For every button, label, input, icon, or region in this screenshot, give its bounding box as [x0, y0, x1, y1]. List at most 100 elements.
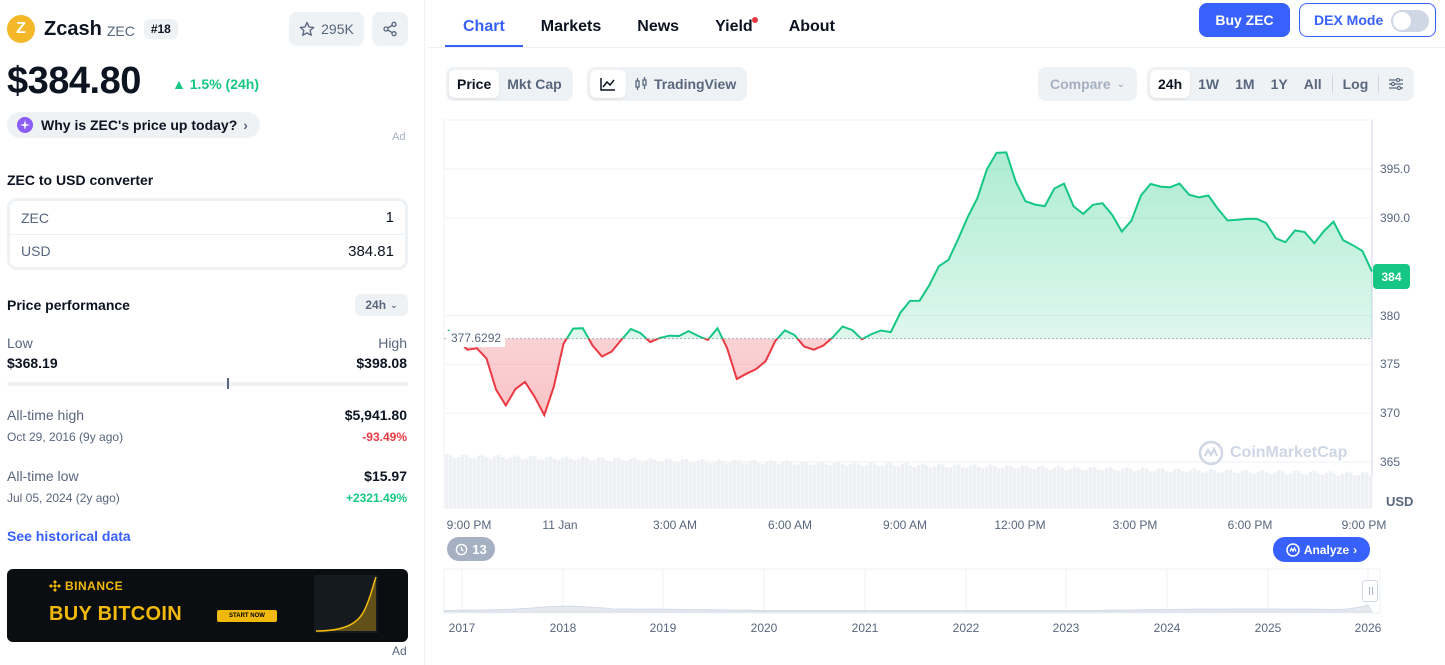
volume-bar: [665, 458, 669, 508]
volume-bar: [837, 461, 841, 508]
volume-bar: [565, 456, 569, 508]
star-icon: [299, 21, 315, 36]
volume-bar: [697, 460, 701, 508]
volume-bar: [717, 459, 721, 508]
range-all[interactable]: All: [1303, 76, 1322, 92]
volume-bar: [1337, 475, 1341, 508]
volume-bar: [485, 457, 489, 508]
x-tick-label: 3:00 PM: [1112, 518, 1158, 532]
volume-bar: [1349, 472, 1353, 508]
why-price-up-button[interactable]: Why is ZEC's price up today? ›: [7, 112, 260, 138]
low-label: Low: [7, 335, 33, 351]
volume-bar: [1025, 465, 1029, 508]
y-tick-label: 365: [1380, 455, 1401, 469]
volume-bar: [673, 461, 677, 508]
tab-news[interactable]: News: [619, 0, 697, 47]
mktcap-tab[interactable]: Mkt Cap: [507, 76, 562, 92]
chart-settings-button[interactable]: [1381, 70, 1411, 98]
converter-to-input[interactable]: 384.81: [348, 242, 394, 260]
historical-data-link[interactable]: See historical data: [7, 528, 131, 544]
volume-bar: [557, 460, 561, 508]
converter-to-row[interactable]: USD 384.81: [10, 234, 405, 267]
watermark-text: CoinMarketCap: [1230, 444, 1348, 461]
nav-year-label: 2024: [1153, 621, 1181, 635]
volume-bar: [1093, 467, 1097, 508]
converter-from-input[interactable]: 1: [385, 209, 394, 226]
volume-bar: [645, 460, 649, 508]
volume-bar: [541, 459, 545, 508]
line-chart-button[interactable]: [590, 70, 626, 98]
tab-chart[interactable]: Chart: [445, 0, 523, 47]
volume-bar: [1257, 471, 1261, 508]
volume-bar: [869, 462, 873, 508]
nav-year-label: 2020: [750, 621, 778, 635]
atl-value: $15.97: [364, 468, 407, 484]
volume-bar: [1245, 469, 1249, 508]
volume-bar: [989, 464, 993, 508]
tab-markets[interactable]: Markets: [523, 0, 619, 47]
share-icon: [383, 21, 397, 37]
volume-bar: [1137, 470, 1141, 508]
ath-date: Oct 29, 2016 (9y ago): [7, 430, 124, 444]
volume-bar: [661, 461, 665, 508]
nav-year-label: 2023: [1052, 621, 1080, 635]
dex-mode-toggle[interactable]: DEX Mode: [1299, 3, 1436, 37]
volume-bar: [1217, 472, 1221, 508]
rank-badge: #18: [143, 19, 178, 39]
nav-year-label: 2017: [448, 621, 476, 635]
watchlist-button[interactable]: 295K: [289, 12, 364, 46]
range-1y[interactable]: 1Y: [1270, 76, 1288, 92]
log-scale-button[interactable]: Log: [1342, 76, 1369, 92]
share-button[interactable]: [372, 12, 408, 46]
volume-bar: [1161, 468, 1165, 508]
converter-to-label: USD: [21, 243, 51, 259]
volume-bar: [465, 455, 469, 508]
tab-about[interactable]: About: [771, 0, 853, 47]
volume-bar: [921, 463, 925, 508]
converter-from-row[interactable]: ZEC 1: [10, 201, 405, 234]
events-badge[interactable]: 13: [447, 537, 495, 561]
banner-cta-button[interactable]: START NOW: [217, 610, 277, 622]
range-navigator-handle[interactable]: [1362, 580, 1378, 602]
range-1m[interactable]: 1M: [1235, 76, 1255, 92]
price-tab[interactable]: Price: [449, 70, 500, 98]
volume-bar: [1237, 473, 1241, 508]
binance-brand: BINANCE: [65, 579, 124, 593]
volume-bar: [929, 467, 933, 508]
navigator-frame: [443, 568, 1381, 614]
dex-mode-switch[interactable]: [1391, 10, 1429, 32]
volume-bar: [1201, 472, 1205, 508]
volume-bar: [637, 459, 641, 508]
volume-bar: [1313, 471, 1317, 508]
volume-bar: [1141, 467, 1145, 508]
cmc-logo-icon: [1198, 440, 1224, 466]
analyze-button[interactable]: Analyze ›: [1273, 537, 1370, 562]
toolbar-divider: [1331, 75, 1333, 93]
coin-header: Z Zcash ZEC #18: [7, 14, 178, 44]
volume-bar: [1169, 471, 1173, 508]
volume-bar: [829, 465, 833, 508]
volume-bar: [1165, 471, 1169, 508]
volume-bar: [1285, 474, 1289, 508]
volume-bar: [801, 461, 805, 508]
buy-zec-button[interactable]: Buy ZEC: [1199, 3, 1290, 37]
tradingview-button[interactable]: TradingView: [626, 70, 744, 98]
compare-select[interactable]: Compare ⌄: [1038, 67, 1137, 101]
tab-yield[interactable]: Yield: [697, 0, 771, 47]
range-1w[interactable]: 1W: [1198, 76, 1220, 92]
volume-bar: [1065, 469, 1069, 508]
volume-bar: [713, 461, 717, 508]
tab-markets-label: Markets: [540, 18, 602, 35]
binance-ad-banner[interactable]: BINANCE BUY BITCOIN START NOW: [7, 569, 408, 642]
volume-bar: [953, 464, 957, 508]
performance-period-select[interactable]: 24h ⌄: [355, 294, 408, 316]
volume-bar: [881, 465, 885, 508]
time-range-switch: 24h 1W 1M 1Y All Log: [1147, 67, 1415, 101]
range-24h[interactable]: 24h: [1150, 70, 1191, 98]
volume-bar: [797, 463, 801, 508]
volume-bar: [761, 463, 765, 508]
line-chart-icon: [600, 78, 615, 91]
volume-bar: [581, 456, 585, 508]
volume-bar: [1029, 468, 1033, 508]
